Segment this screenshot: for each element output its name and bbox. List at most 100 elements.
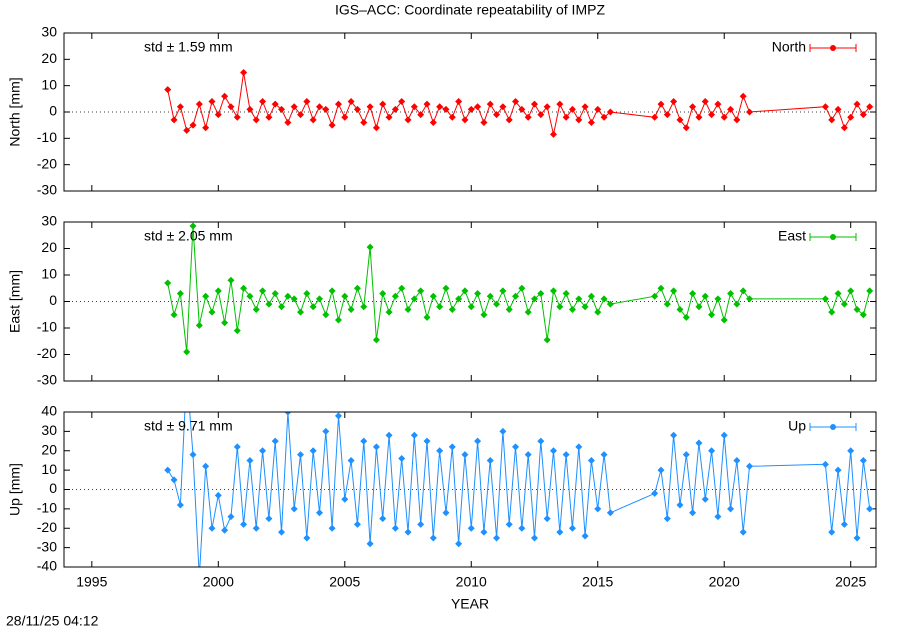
data-point — [847, 287, 855, 295]
x-tick-label: 2005 — [329, 574, 360, 590]
y-tick-label: 30 — [41, 213, 57, 229]
data-point — [366, 540, 374, 548]
data-point — [391, 292, 399, 300]
data-point — [417, 111, 425, 119]
data-point — [309, 116, 317, 124]
y-tick-label: 20 — [41, 239, 57, 255]
x-axis-label: YEAR — [451, 596, 489, 612]
data-point — [486, 456, 494, 464]
data-point — [278, 105, 286, 113]
data-point — [353, 284, 361, 292]
data-point — [195, 321, 203, 329]
data-point — [353, 520, 361, 528]
data-point — [524, 113, 532, 121]
y-tick-label: -10 — [37, 319, 57, 335]
data-point — [341, 495, 349, 503]
data-point — [208, 308, 216, 316]
data-point — [562, 451, 570, 459]
data-point — [821, 460, 829, 468]
data-point — [398, 455, 406, 462]
data-point — [562, 113, 570, 121]
data-point — [847, 447, 855, 455]
data-point — [670, 97, 678, 105]
data-point — [689, 290, 697, 298]
data-point — [423, 100, 431, 108]
data-point — [581, 303, 589, 311]
data-point — [670, 431, 678, 439]
data-point — [821, 103, 829, 111]
data-point — [676, 501, 684, 509]
data-point — [290, 505, 298, 513]
x-tick-label: 1995 — [76, 574, 107, 590]
data-point — [278, 303, 286, 311]
annotation: std ± 9.71 mm — [144, 418, 233, 434]
series-line — [167, 412, 871, 567]
data-point — [442, 284, 450, 292]
data-point — [543, 336, 551, 344]
data-point — [556, 303, 564, 311]
data-point — [164, 279, 172, 287]
data-point — [334, 412, 342, 420]
data-point — [670, 287, 678, 295]
data-point — [859, 311, 867, 319]
data-point — [505, 116, 513, 124]
y-tick-label: 10 — [41, 266, 57, 282]
data-point — [379, 100, 387, 108]
data-point — [170, 116, 178, 124]
data-point — [575, 116, 583, 124]
data-point — [733, 116, 741, 124]
data-point — [461, 451, 469, 459]
data-point — [606, 509, 614, 517]
data-point — [651, 292, 659, 300]
data-point — [834, 105, 842, 113]
y-tick-label: -30 — [37, 182, 57, 198]
data-point — [303, 534, 311, 542]
data-point — [221, 319, 229, 327]
data-point — [410, 103, 418, 111]
y-tick-label: 30 — [41, 422, 57, 438]
data-point — [290, 295, 298, 303]
data-point — [720, 316, 728, 324]
y-tick-label: 20 — [41, 441, 57, 457]
data-point — [176, 103, 184, 111]
data-point — [682, 451, 690, 459]
data-point — [708, 111, 716, 119]
data-point — [746, 108, 754, 116]
data-point — [410, 295, 418, 303]
data-point — [581, 532, 589, 540]
data-point — [442, 105, 450, 113]
data-point — [164, 466, 172, 474]
data-point — [214, 491, 222, 499]
data-point — [328, 287, 336, 295]
data-point — [689, 103, 697, 111]
data-point — [676, 116, 684, 124]
data-point — [265, 113, 273, 121]
plot-frame — [63, 411, 877, 568]
data-point — [315, 509, 323, 517]
data-point — [663, 515, 671, 523]
data-point — [372, 124, 380, 132]
data-point — [284, 119, 292, 127]
data-point — [455, 540, 463, 548]
data-point — [309, 447, 317, 455]
data-point — [587, 292, 595, 300]
data-point — [303, 97, 311, 105]
data-point — [221, 92, 229, 100]
data-point — [284, 292, 292, 300]
data-point — [202, 124, 210, 132]
data-point — [714, 513, 722, 521]
y-tick-label: -20 — [37, 155, 57, 171]
data-point — [423, 313, 431, 321]
data-point — [543, 515, 551, 523]
data-point — [334, 316, 342, 324]
data-point — [600, 451, 608, 459]
data-point — [315, 103, 323, 111]
legend-marker — [830, 45, 836, 51]
data-point — [385, 113, 393, 121]
y-tick-label: 0 — [49, 292, 57, 308]
data-point — [297, 308, 305, 316]
data-point — [549, 447, 557, 455]
y-tick-label: -10 — [37, 500, 57, 516]
data-point — [701, 292, 709, 300]
